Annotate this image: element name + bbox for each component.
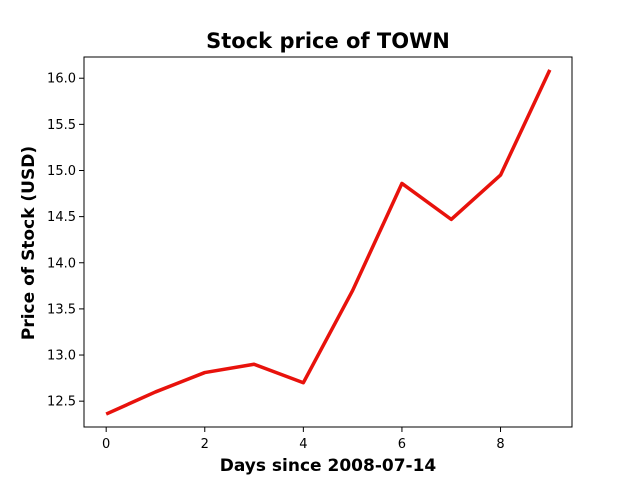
- x-axis-label: Days since 2008-07-14: [220, 456, 437, 476]
- x-tick-label: 6: [398, 437, 406, 452]
- plot-frame: [83, 56, 573, 428]
- series-group: [105, 69, 552, 416]
- series-line: [105, 69, 552, 416]
- y-tick-label: 16.0: [47, 72, 76, 87]
- y-tick-label: 14.0: [47, 256, 76, 271]
- y-tick-label: 13.0: [47, 349, 76, 364]
- x-tick-label: 2: [201, 437, 209, 452]
- y-tick-label: 13.5: [47, 302, 76, 317]
- x-tick-label: 8: [496, 437, 504, 452]
- x-axis-ticks: 0 2 4 6 8: [102, 427, 505, 452]
- x-tick-label: 4: [299, 437, 307, 452]
- y-tick-label: 12.5: [47, 395, 76, 410]
- y-tick-label: 15.5: [47, 118, 76, 133]
- x-tick-label: 0: [102, 437, 110, 452]
- y-axis-label: Price of Stock (USD): [19, 146, 39, 340]
- y-axis-ticks: 12.5 13.0 13.5 14.0 14.5 15.0 15.5 16.0: [47, 72, 84, 410]
- y-tick-label: 14.5: [47, 210, 76, 225]
- chart-title: Stock price of TOWN: [206, 29, 450, 53]
- y-tick-label: 15.0: [47, 164, 76, 179]
